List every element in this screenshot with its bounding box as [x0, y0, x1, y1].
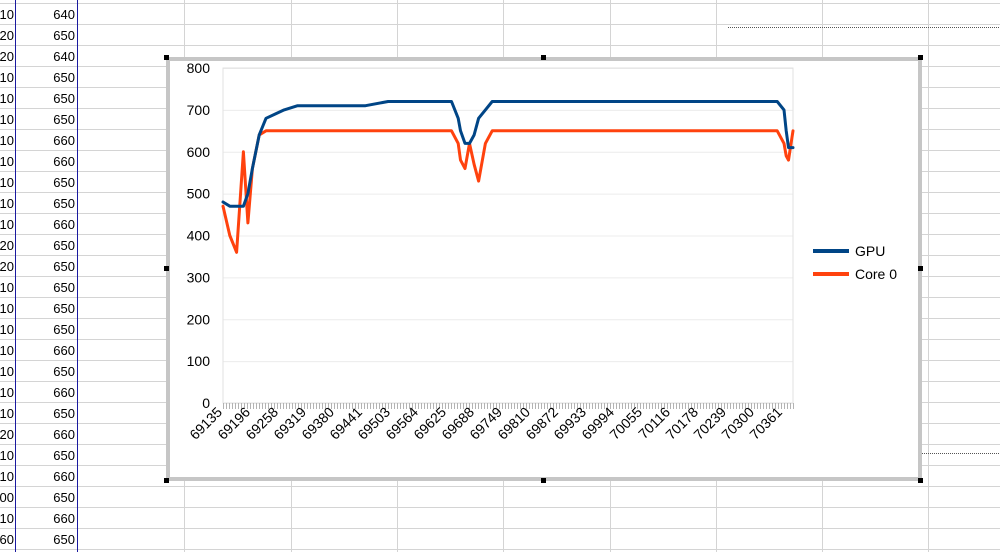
cell-col-b[interactable]: 650	[53, 364, 75, 379]
cell-col-b[interactable]: 660	[53, 427, 75, 442]
cell-col-a[interactable]: 10	[0, 196, 14, 211]
y-tick-label: 300	[187, 269, 211, 285]
cell-col-b[interactable]: 650	[53, 196, 75, 211]
cell-col-b[interactable]: 660	[53, 343, 75, 358]
cell-col-b[interactable]: 650	[53, 490, 75, 505]
cell-col-a[interactable]: 10	[0, 112, 14, 127]
cell-col-b[interactable]: 660	[53, 154, 75, 169]
cell-col-a[interactable]: 10	[0, 280, 14, 295]
y-tick-label: 400	[187, 228, 211, 244]
cell-col-a[interactable]: 10	[0, 511, 14, 526]
cell-col-b[interactable]: 660	[53, 511, 75, 526]
cell-col-b[interactable]: 650	[53, 280, 75, 295]
resize-handle-top-right[interactable]	[918, 55, 923, 60]
cell-col-b[interactable]: 650	[53, 70, 75, 85]
chart-frame[interactable]: 0 100 200 300 400 500 600 700 800 69135 69196 69258…	[166, 57, 922, 481]
cell-col-a[interactable]: 20	[0, 28, 14, 43]
cell-col-a[interactable]: 10	[0, 7, 14, 22]
cell-col-b[interactable]: 640	[53, 7, 75, 22]
cell-col-b[interactable]: 650	[53, 112, 75, 127]
cell-col-b[interactable]: 650	[53, 406, 75, 421]
cell-col-a[interactable]: 10	[0, 385, 14, 400]
cell-col-b[interactable]: 660	[53, 385, 75, 400]
y-tick-label: 500	[187, 186, 211, 202]
cell-col-b[interactable]: 650	[53, 448, 75, 463]
cell-col-a[interactable]: 20	[0, 259, 14, 274]
cell-col-b[interactable]: 650	[53, 532, 75, 547]
cell-col-b[interactable]: 650	[53, 91, 75, 106]
x-tick-label: 70055	[606, 404, 645, 443]
legend-label: GPU	[855, 243, 885, 259]
cell-col-a[interactable]: 10	[0, 133, 14, 148]
cell-col-a[interactable]: 10	[0, 175, 14, 190]
cell-col-b[interactable]: 640	[53, 49, 75, 64]
cell-col-b[interactable]: 660	[53, 133, 75, 148]
resize-handle-bottom-center[interactable]	[541, 478, 546, 483]
cell-col-b[interactable]: 650	[53, 28, 75, 43]
cell-col-b[interactable]: 650	[53, 301, 75, 316]
cell-col-a[interactable]: 10	[0, 301, 14, 316]
y-tick-label: 800	[187, 61, 211, 76]
cell-col-b[interactable]: 650	[53, 238, 75, 253]
resize-handle-middle-left[interactable]	[164, 266, 169, 271]
cell-col-a[interactable]: 10	[0, 343, 14, 358]
cell-col-a[interactable]: 20	[0, 49, 14, 64]
cell-col-b[interactable]: 650	[53, 259, 75, 274]
cell-col-a[interactable]: 10	[0, 91, 14, 106]
y-tick-label: 100	[187, 353, 211, 369]
cell-col-b[interactable]: 650	[53, 322, 75, 337]
cell-col-a[interactable]: 10	[0, 70, 14, 85]
y-tick-label: 0	[202, 395, 210, 411]
cell-col-a[interactable]: 10	[0, 406, 14, 421]
cell-col-a[interactable]: 10	[0, 154, 14, 169]
legend-label: Core 0	[855, 266, 897, 282]
cell-col-b[interactable]: 660	[53, 469, 75, 484]
series-line-core-0	[221, 129, 795, 254]
cell-col-a[interactable]: 10	[0, 469, 14, 484]
cell-col-a[interactable]: 20	[0, 238, 14, 253]
cell-col-a[interactable]: 10	[0, 448, 14, 463]
y-tick-label: 700	[187, 102, 211, 118]
resize-handle-top-left[interactable]	[164, 55, 169, 60]
resize-handle-top-center[interactable]	[541, 55, 546, 60]
series-line-gpu	[221, 100, 795, 208]
cell-col-a[interactable]: 20	[0, 427, 14, 442]
cell-col-a[interactable]: 10	[0, 322, 14, 337]
cell-col-a[interactable]: 10	[0, 217, 14, 232]
cell-col-a[interactable]: 60	[0, 532, 14, 547]
resize-handle-bottom-left[interactable]	[164, 478, 169, 483]
resize-handle-bottom-right[interactable]	[918, 478, 923, 483]
cell-col-a[interactable]: 10	[0, 364, 14, 379]
y-tick-label: 200	[187, 311, 211, 327]
cell-col-b[interactable]: 650	[53, 175, 75, 190]
cell-col-a[interactable]: 00	[0, 490, 14, 505]
resize-handle-middle-right[interactable]	[918, 266, 923, 271]
line-chart: 0100200300400500600700800691356919669258…	[186, 61, 897, 443]
cell-col-b[interactable]: 660	[53, 217, 75, 232]
x-tick-label: 70361	[746, 404, 785, 443]
y-tick-label: 600	[187, 144, 211, 160]
